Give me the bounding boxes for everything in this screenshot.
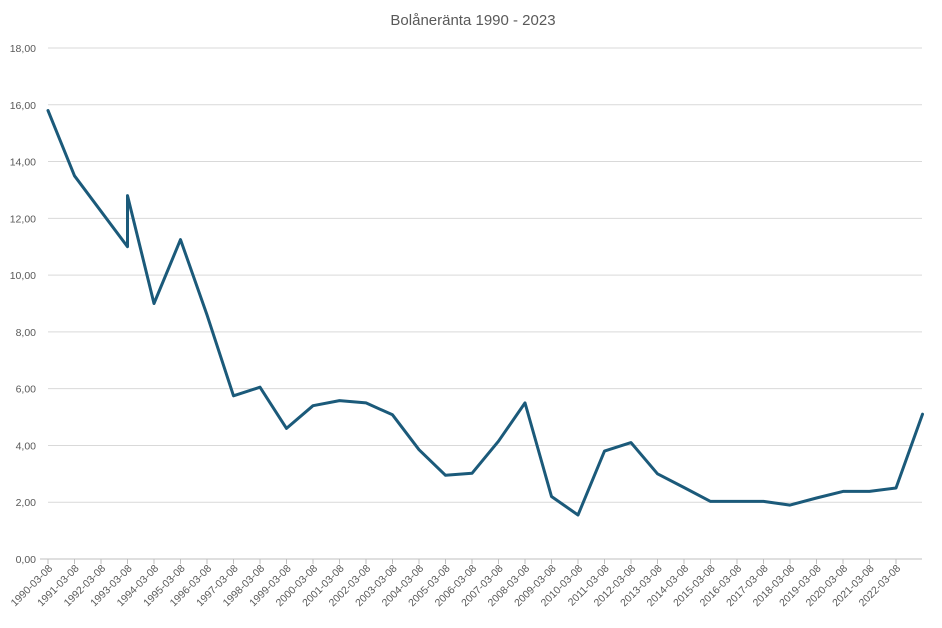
x-axis: 1990-03-081991-03-081992-03-081993-03-08… [9, 558, 922, 609]
chart-title: Bolåneränta 1990 - 2023 [390, 12, 555, 29]
y-tick-label: 2,00 [16, 497, 37, 509]
y-tick-label: 16,00 [10, 100, 36, 112]
y-tick-label: 0,00 [16, 554, 37, 566]
y-axis-labels: 0,00 2,00 4,00 6,00 8,00 10,00 12,00 14,00 16,00… [10, 43, 36, 566]
y-tick-label: 8,00 [16, 327, 37, 339]
y-tick-label: 4,00 [16, 440, 37, 452]
series-line-bolanerantа [46, 109, 924, 517]
gridlines [48, 47, 922, 503]
y-tick-label: 10,00 [10, 270, 36, 282]
y-tick-label: 12,00 [10, 213, 36, 225]
series-layer [46, 109, 924, 517]
y-tick-label: 6,00 [16, 384, 37, 396]
y-tick-label: 18,00 [10, 43, 36, 55]
y-tick-label: 14,00 [10, 157, 36, 169]
